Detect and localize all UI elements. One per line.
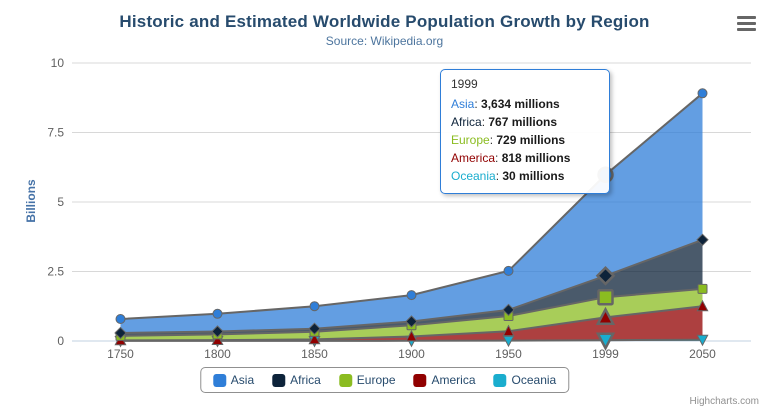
marker-europe-1999[interactable] (597, 288, 614, 306)
legend-swatch-america (413, 373, 427, 387)
tooltip-series-value: 30 millions (502, 169, 565, 183)
marker-america-1900[interactable] (405, 329, 418, 342)
tooltip-row-asia: Asia: 3,634 millions (451, 97, 560, 111)
chart-title: Historic and Estimated Worldwide Populat… (119, 12, 650, 31)
marker-oceania-2050[interactable] (696, 334, 709, 347)
legend-label: Asia (230, 373, 255, 387)
marker-asia-1800[interactable] (212, 308, 223, 319)
hamburger-icon (737, 28, 756, 31)
export-menu-button[interactable] (737, 16, 756, 31)
x-axis-tick-label: 1950 (495, 347, 522, 361)
tooltip-series-value: 3,634 millions (481, 97, 560, 111)
tooltip-series-name: Asia (451, 97, 475, 111)
tooltip-series-name: Africa (451, 115, 482, 129)
marker-america-2050[interactable] (696, 299, 709, 312)
legend-swatch-europe (338, 373, 352, 387)
legend-item-asia[interactable]: Asia (212, 373, 255, 387)
x-axis-tick-label: 2050 (689, 347, 716, 361)
x-axis-tick-label: 1850 (301, 347, 328, 361)
marker-africa-1950[interactable] (502, 303, 515, 317)
legend-label: Oceania (511, 373, 557, 387)
marker-africa-1800[interactable] (211, 325, 224, 338)
y-axis-title: Billions (24, 179, 38, 223)
legend-label: America (431, 373, 476, 387)
x-axis-tick-label: 1999 (592, 347, 619, 361)
marker-asia-2050[interactable] (697, 88, 708, 99)
marker-asia-1750[interactable] (115, 314, 126, 324)
y-axis-tick-label: 5 (57, 195, 64, 209)
tooltip: 1999 Asia: 3,634 millions Africa: 767 mil… (440, 69, 610, 194)
legend: Asia Africa Europe America Oceania (199, 367, 570, 393)
legend-item-europe[interactable]: Europe (338, 373, 396, 387)
tooltip-row-america: America: 818 millions (451, 151, 571, 165)
marker-europe-2050[interactable] (697, 283, 708, 294)
marker-america-1999[interactable] (595, 306, 616, 326)
legend-swatch-oceania (493, 373, 507, 387)
legend-item-oceania[interactable]: Oceania (493, 373, 557, 387)
marker-oceania-1999[interactable] (595, 332, 616, 351)
tooltip-series-name: America (451, 151, 496, 165)
legend-label: Europe (356, 373, 396, 387)
y-axis-tick-label: 0 (57, 334, 64, 348)
marker-oceania-1950[interactable] (502, 335, 515, 348)
y-axis-tick-label: 2.5 (47, 265, 64, 279)
tooltip-series-value: 729 millions (496, 133, 566, 147)
highcharts-credits-link[interactable]: Highcharts.com (689, 396, 759, 407)
marker-africa-2050[interactable] (696, 233, 709, 247)
tooltip-series-name: Europe (451, 133, 490, 147)
marker-america-1800[interactable] (211, 333, 224, 345)
marker-asia-1950[interactable] (503, 265, 514, 276)
hamburger-icon (737, 22, 756, 25)
marker-asia-1850[interactable] (309, 301, 320, 312)
legend-swatch-asia (212, 373, 226, 387)
marker-africa-1900[interactable] (405, 315, 418, 328)
y-axis-tick-label: 10 (51, 56, 65, 70)
tooltip-series-name: Oceania (451, 169, 496, 183)
marker-africa-1999[interactable] (595, 266, 616, 286)
legend-swatch-africa (272, 373, 286, 387)
series-area-america[interactable] (120, 306, 703, 341)
tooltip-row-europe: Europe: 729 millions (451, 133, 566, 147)
tooltip-row-oceania: Oceania: 30 millions (451, 169, 565, 183)
x-axis-tick-label: 1800 (204, 347, 231, 361)
marker-america-1850[interactable] (308, 332, 321, 345)
legend-item-africa[interactable]: Africa (272, 373, 321, 387)
series-area-africa[interactable] (120, 239, 703, 336)
legend-label: Africa (290, 373, 321, 387)
x-axis-tick-label: 1750 (107, 347, 134, 361)
marker-africa-1750[interactable] (114, 326, 127, 340)
y-axis-tick-label: 7.5 (47, 126, 64, 140)
tooltip-header: 1999 (451, 77, 478, 91)
chart-subtitle: Source: Wikipedia.org (325, 34, 444, 48)
series-area-asia[interactable] (120, 93, 703, 333)
tooltip-series-value: 767 millions (488, 115, 558, 129)
legend-item-america[interactable]: America (413, 373, 476, 387)
tooltip-row-africa: Africa: 767 millions (451, 115, 558, 129)
x-axis-tick-label: 1900 (398, 347, 425, 361)
marker-america-1950[interactable] (502, 324, 515, 337)
marker-asia-1900[interactable] (406, 290, 417, 301)
marker-africa-1850[interactable] (308, 322, 321, 335)
tooltip-series-value: 818 millions (501, 151, 571, 165)
hamburger-icon (737, 16, 756, 19)
